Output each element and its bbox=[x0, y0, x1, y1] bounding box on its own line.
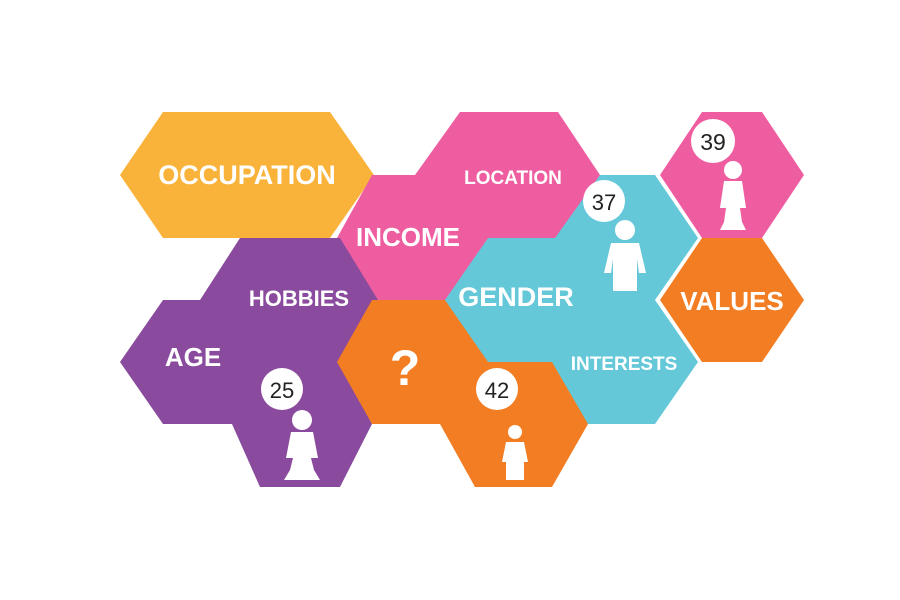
hex-values bbox=[660, 238, 804, 362]
hex-age bbox=[120, 300, 280, 424]
badge-39 bbox=[691, 119, 735, 163]
badge-37-text: 37 bbox=[592, 190, 616, 215]
hex-occupation bbox=[120, 112, 374, 238]
label-interests: INTERESTS bbox=[571, 354, 678, 375]
female-person-icon bbox=[720, 161, 746, 230]
label-values: VALUES bbox=[680, 286, 784, 316]
label-gender: GENDER bbox=[458, 282, 574, 312]
label-hobbies: HOBBIES bbox=[249, 286, 349, 311]
badge-25 bbox=[261, 368, 303, 410]
badge-42 bbox=[476, 368, 518, 410]
hex-income bbox=[337, 175, 490, 300]
hex-interests bbox=[540, 300, 698, 424]
label-income: INCOME bbox=[356, 222, 460, 252]
badge-42-text: 42 bbox=[485, 378, 509, 403]
male-person-icon bbox=[604, 220, 646, 291]
label-occupation: OCCUPATION bbox=[158, 160, 336, 190]
label-question: ? bbox=[390, 340, 421, 396]
label-age: AGE bbox=[165, 342, 221, 372]
badge-39-text: 39 bbox=[700, 129, 726, 155]
female-person-icon bbox=[284, 410, 320, 480]
male-person-icon bbox=[502, 425, 528, 480]
hex-question bbox=[337, 300, 490, 424]
label-location: LOCATION bbox=[464, 168, 562, 189]
badge-37 bbox=[583, 180, 625, 222]
badge-25-text: 25 bbox=[270, 378, 294, 403]
